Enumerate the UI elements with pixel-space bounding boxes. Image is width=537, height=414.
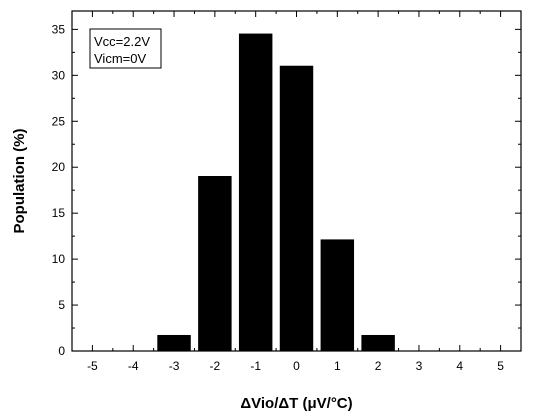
x-axis-title: ΔVio/ΔT (μV/°C)	[240, 395, 352, 412]
legend-line-vicm: Vicm=0V	[94, 51, 146, 66]
x-tick-label: 5	[497, 359, 504, 373]
x-tick-label: 2	[375, 359, 382, 373]
legend-line-vcc: Vcc=2.2V	[94, 34, 150, 49]
x-tick-label: -4	[128, 359, 139, 373]
y-tick-label: 5	[58, 298, 65, 312]
y-tick-label: 20	[52, 160, 66, 174]
x-tick-label: 0	[293, 359, 300, 373]
y-tick-label: 15	[52, 206, 66, 220]
x-tick-label: 1	[334, 359, 341, 373]
y-axis-title: Population (%)	[11, 129, 28, 234]
y-tick-label: 25	[52, 114, 66, 128]
bar-1	[320, 239, 355, 352]
y-tick-label: 10	[52, 252, 66, 266]
ticks-group	[71, 11, 522, 352]
legend-box: Vcc=2.2V Vicm=0V	[89, 28, 162, 69]
bar--2	[198, 176, 232, 352]
x-tick-labels: -5 -4 -3 -2 -1 0 1 2 3 4 5	[87, 359, 504, 373]
y-tick-label: 0	[58, 344, 65, 358]
bars-group	[157, 33, 395, 352]
y-tick-label: 30	[52, 68, 66, 82]
x-tick-label: -5	[87, 359, 98, 373]
y-tick-label: 35	[52, 22, 66, 36]
x-tick-label: -3	[169, 359, 180, 373]
legend-frame	[89, 28, 162, 69]
plot-frame	[71, 10, 522, 352]
x-tick-label: -1	[250, 359, 261, 373]
bar--1	[238, 33, 273, 352]
bar-0	[279, 65, 314, 352]
x-tick-label: -2	[210, 359, 221, 373]
x-tick-label: 4	[456, 359, 463, 373]
y-tick-labels: 0 5 10 15 20 25 30 35	[52, 22, 66, 358]
x-tick-label: 3	[416, 359, 423, 373]
